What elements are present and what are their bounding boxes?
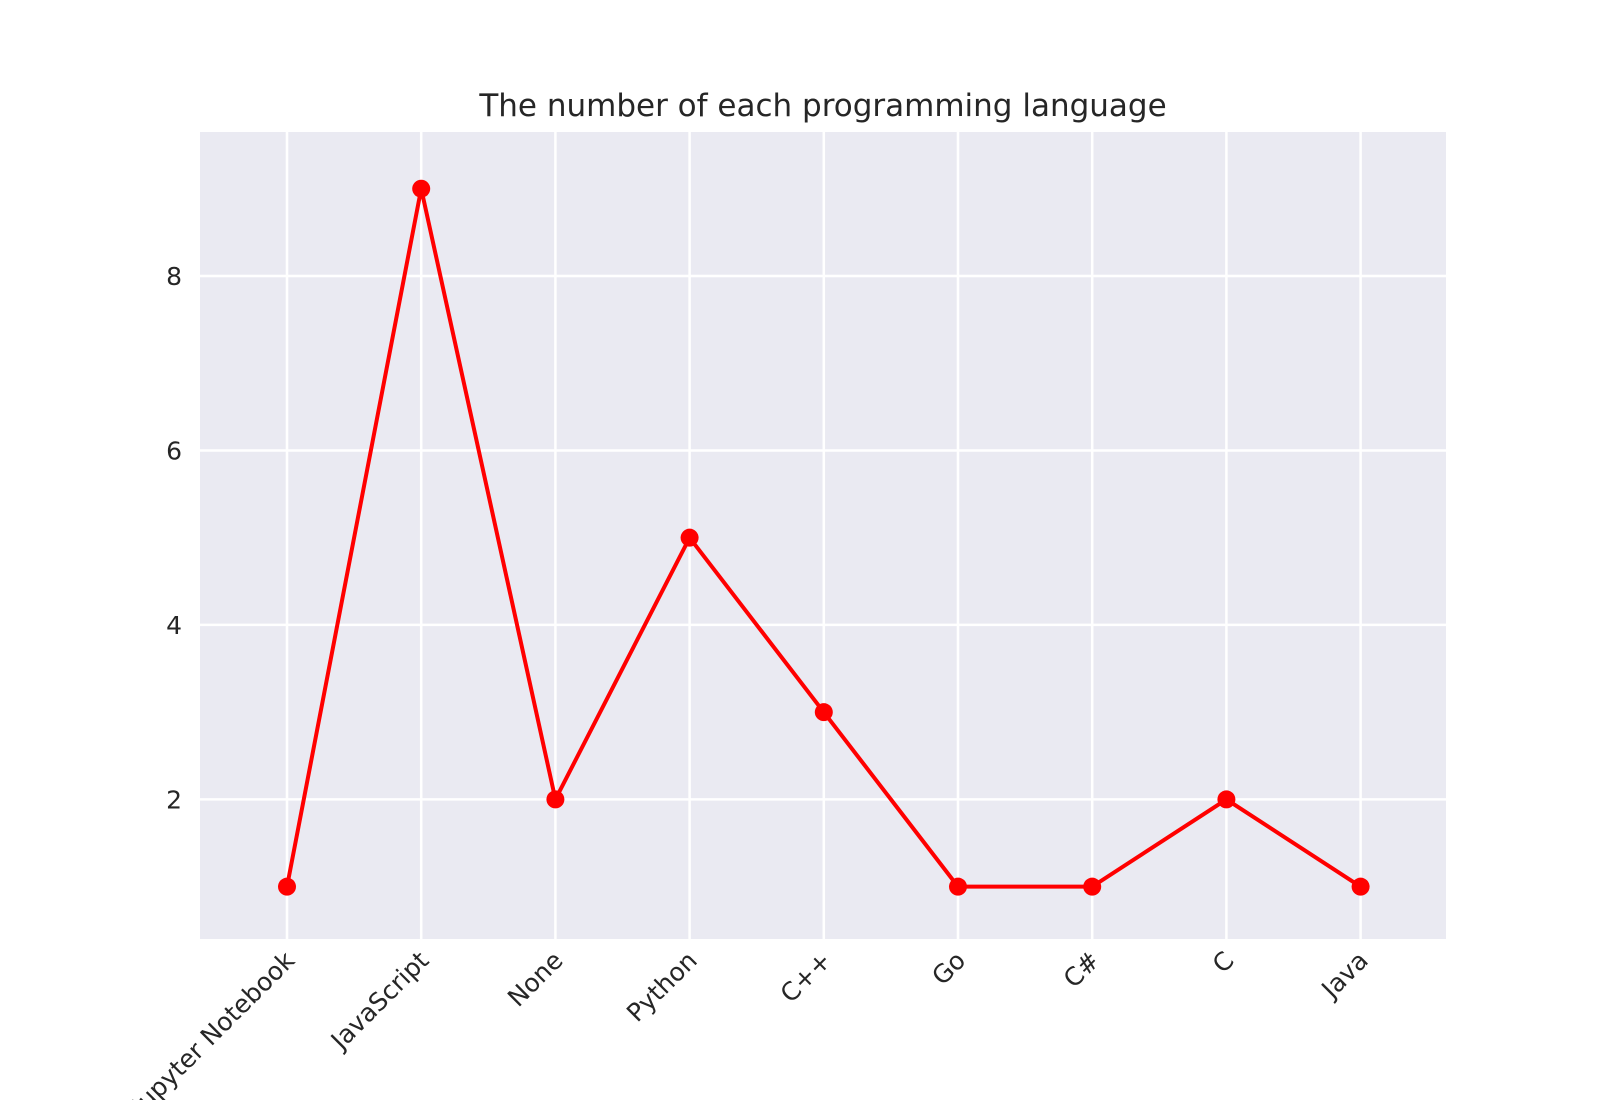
data-point-cplusplus [814,703,833,722]
data-point-python [680,528,699,547]
data-point-java [1351,877,1370,896]
x-tick-label-csharp: C# [1058,946,1106,994]
chart-title: The number of each programming language [478,88,1166,124]
x-tick-label-python: Python [621,946,703,1028]
series-layer [278,179,1370,896]
data-point-javascript [412,179,431,198]
y-gridlines [200,274,1446,801]
data-point-none [546,790,565,809]
data-point-go [949,877,967,896]
y-tick-label-2: 2 [166,785,182,814]
y-tick-label-8: 8 [166,262,182,291]
y-tick-labels: 2 4 6 8 [166,262,182,814]
x-tick-label-java: Java [1315,946,1374,1005]
data-point-csharp [1083,877,1102,896]
x-tick-label-jupyter-notebook: Jupyter Notebook [125,945,301,1100]
x-tick-labels: Jupyter Notebook JavaScript None Python C++ G… [125,945,1374,1100]
y-tick-label-6: 6 [166,436,182,465]
data-point-jupyter-notebook [278,877,296,896]
x-tick-label-javascript: JavaScript [324,946,435,1057]
x-tick-label-cplusplus: C++ [775,946,837,1008]
x-gridlines [285,132,1362,939]
x-tick-label-none: None [502,946,569,1013]
y-tick-label-4: 4 [166,611,182,640]
x-tick-label-c: C [1207,946,1240,979]
data-point-c [1217,790,1236,809]
x-tick-label-go: Go [926,946,971,991]
